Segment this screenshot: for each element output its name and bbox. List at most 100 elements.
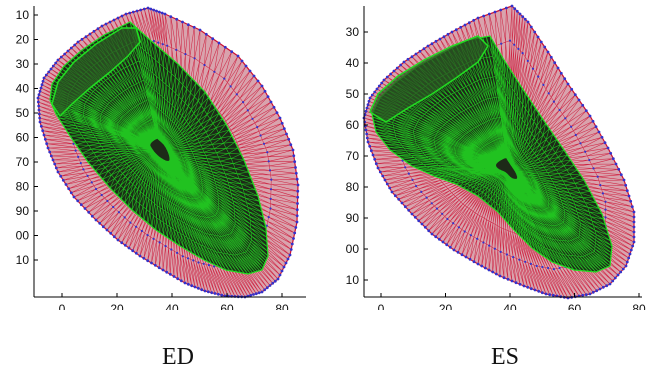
mesh-node <box>290 242 294 246</box>
mesh-node <box>256 126 259 129</box>
mesh-node <box>61 178 65 182</box>
x-tick-label: 20 <box>110 302 124 310</box>
mesh-node <box>211 37 215 41</box>
mesh-node <box>374 162 378 166</box>
mesh-node <box>627 194 631 198</box>
mesh-node <box>216 292 220 296</box>
mesh-node <box>515 9 519 13</box>
mesh-node <box>604 216 607 219</box>
mesh-node <box>271 281 275 285</box>
mesh-node <box>369 149 373 153</box>
mesh-node <box>435 207 439 210</box>
mesh-node <box>135 9 139 13</box>
mesh-node <box>53 162 57 166</box>
mesh-node <box>254 292 258 296</box>
mesh-node <box>402 60 406 64</box>
mesh-node <box>56 58 60 62</box>
mesh-node <box>176 277 180 281</box>
mesh-node <box>533 30 537 34</box>
mesh-node <box>378 170 382 174</box>
mesh-node <box>584 109 588 113</box>
mesh-node <box>459 25 463 29</box>
mesh-node <box>574 133 577 137</box>
mesh-node <box>287 137 291 141</box>
mesh-node <box>77 155 80 158</box>
mesh-node <box>165 270 169 274</box>
mesh-node <box>39 86 43 90</box>
mesh-node <box>543 45 547 49</box>
x-tick-label: 80 <box>275 302 289 310</box>
mesh-node <box>203 63 206 67</box>
mesh-node <box>423 225 427 229</box>
y-tick-label: 00 <box>16 229 30 243</box>
mesh-node <box>285 132 288 136</box>
mesh-node <box>246 109 249 112</box>
mesh-node <box>138 254 142 258</box>
x-tick-label: 60 <box>568 302 582 310</box>
mesh-node <box>410 55 414 59</box>
y-tick-label: 60 <box>16 131 30 145</box>
mesh-node <box>127 246 131 250</box>
ed-mesh-plot: 10 20 30 40 50 60 70 80 90 00 10 0 20 40 60 80 <box>16 6 306 310</box>
mesh-node <box>79 162 82 165</box>
mesh-node <box>558 266 561 270</box>
mesh-node <box>109 231 113 235</box>
mesh-node <box>558 108 561 112</box>
mesh-node <box>278 116 282 120</box>
mesh-node <box>249 293 253 297</box>
x-tick-label: 80 <box>632 302 646 310</box>
mesh-node <box>197 261 200 264</box>
mesh-node <box>213 292 217 295</box>
mesh-node <box>49 67 53 71</box>
mesh-node <box>566 82 570 86</box>
mesh-node <box>365 136 369 140</box>
mesh-node <box>286 257 290 261</box>
mesh-node <box>43 137 47 141</box>
mesh-node <box>36 100 40 104</box>
mesh-node <box>284 261 288 265</box>
mesh-node <box>101 225 105 229</box>
mesh-node <box>92 29 96 33</box>
mesh-node <box>69 191 73 195</box>
mesh-node <box>493 247 496 250</box>
mesh-node <box>630 205 634 209</box>
mesh-node <box>252 74 256 78</box>
es-mesh-plot: 30 40 50 60 70 80 90 00 10 0 20 40 60 80 <box>346 4 646 310</box>
mesh-node <box>120 14 124 18</box>
mesh-node <box>493 10 497 14</box>
mesh-node <box>266 95 270 99</box>
mesh-node <box>463 23 467 27</box>
mesh-node <box>206 290 210 294</box>
mesh-node <box>404 166 407 169</box>
mesh-node <box>480 264 484 268</box>
mesh-node <box>291 148 295 152</box>
mesh-node <box>149 7 153 11</box>
mesh-node <box>142 256 146 260</box>
mesh-node <box>223 77 226 80</box>
ed-axes: 10 20 30 40 50 60 70 80 90 00 10 0 20 40 60 80 <box>16 6 306 310</box>
mesh-node <box>242 101 245 104</box>
mesh-node <box>382 78 386 82</box>
mesh-node <box>476 237 479 240</box>
mesh-node <box>152 237 155 240</box>
mesh-node <box>595 289 599 293</box>
y-tick-label: 70 <box>346 149 360 163</box>
mesh-node <box>267 216 270 219</box>
mesh-node <box>476 262 480 266</box>
mesh-node <box>276 277 280 281</box>
mesh-node <box>76 40 80 44</box>
mesh-node <box>74 149 77 152</box>
mesh-node <box>84 35 88 39</box>
mesh-node <box>535 264 538 268</box>
mesh-node <box>260 84 264 88</box>
mesh-node <box>598 287 602 291</box>
mesh-node <box>157 10 161 14</box>
mesh-node <box>627 256 631 260</box>
mesh-node <box>388 186 392 190</box>
mesh-node <box>434 235 438 239</box>
mesh-node <box>69 46 73 50</box>
mesh-node <box>487 12 491 16</box>
mesh-node <box>380 81 384 85</box>
mesh-node <box>365 132 369 136</box>
mesh-node <box>510 4 514 8</box>
